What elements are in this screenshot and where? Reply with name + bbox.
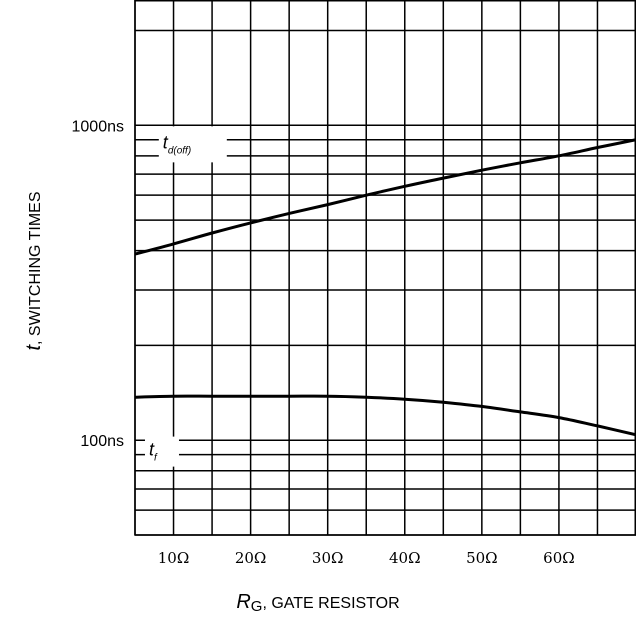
x-tick-label: 40Ω — [389, 549, 421, 567]
series-label-background — [158, 126, 227, 163]
y-axis-symbol: t — [23, 344, 45, 351]
plot-frame — [134, 0, 636, 536]
series-label-background — [144, 436, 179, 467]
plot-border — [134, 0, 636, 536]
series-label-symbol: t — [163, 132, 169, 152]
x-axis-title: RG, GATE RESISTOR — [236, 591, 399, 615]
y-axis-text: , SWITCHING TIMES — [27, 191, 44, 344]
y-axis-title: t, SWITCHING TIMES — [23, 191, 45, 350]
x-axis-symbol: R — [236, 591, 250, 613]
series-label-subscript: f — [154, 453, 158, 464]
y-tick-label: 1000ns — [72, 118, 125, 135]
series-label-symbol: t — [149, 440, 155, 460]
x-tick-label: 60Ω — [543, 549, 575, 567]
y-tick-label: 100ns — [80, 433, 124, 450]
x-axis-text: , GATE RESISTOR — [262, 595, 399, 612]
x-tick-label: 50Ω — [466, 549, 498, 567]
series-label-text: td(off) — [163, 132, 191, 156]
series-label-td-off: td(off) — [158, 126, 227, 163]
curve-labels: td(off)tf — [144, 126, 227, 467]
x-tick-label: 10Ω — [158, 549, 190, 567]
series-label-tf: tf — [144, 436, 179, 467]
series-line-td-off — [134, 138, 636, 256]
grid — [134, 0, 636, 536]
series-label-subscript: d(off) — [168, 145, 191, 156]
x-tick-label: 20Ω — [235, 549, 267, 567]
tick-labels: 10Ω 20Ω 30Ω 40Ω 50Ω 60Ω 1000ns 100ns — [72, 118, 575, 567]
curves — [134, 138, 636, 437]
x-tick-label: 30Ω — [312, 549, 344, 567]
series-line-tf — [134, 394, 636, 437]
series-label-text: tf — [149, 440, 158, 464]
x-axis-subscript: G — [251, 598, 263, 615]
